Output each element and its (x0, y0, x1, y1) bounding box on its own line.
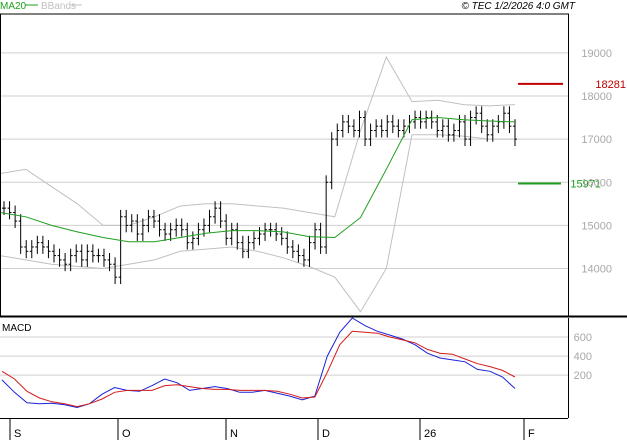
macd-panel: 600 400 200 (0, 317, 592, 409)
price-tick-label: 17000 (581, 134, 612, 146)
price-levels: 18281 15971 (518, 79, 626, 191)
x-tick-label: S (14, 428, 21, 440)
ma20-line (0, 116, 516, 243)
macd-tick-label: 600 (574, 332, 592, 344)
x-tick-label: 26 (424, 428, 436, 440)
price-bars (2, 106, 517, 285)
macd-tick-label: 400 (574, 351, 592, 363)
copyright-text: © TEC 1/2/2026 4:0 GMT (461, 1, 575, 12)
price-tick-label: 15000 (581, 220, 612, 232)
x-tick-label: O (122, 428, 131, 440)
x-tick-label: N (230, 428, 238, 440)
x-tick-label: D (322, 428, 330, 440)
x-tick-label: F (528, 428, 535, 440)
price-panel-frame (0, 13, 569, 317)
price-tick-label: 19000 (581, 48, 612, 60)
macd-tick-label: 200 (574, 370, 592, 382)
ma20-path (0, 116, 516, 243)
signal-line (1, 330, 516, 408)
axes: 19000 18000 17000 16000 15000 14000 S O N D 26 F (0, 13, 627, 440)
bollinger-bands (0, 55, 516, 313)
price-tick-label: 14000 (581, 264, 612, 276)
price-tick-label: 16000 (581, 177, 612, 189)
resistance-label: 18281 (595, 79, 626, 91)
grid-layer (0, 52, 568, 270)
macd-title: MACD (2, 323, 31, 334)
legend-bbands: BBands (41, 1, 76, 12)
price-tick-label: 18000 (581, 91, 612, 103)
support-label: 15971 (570, 179, 601, 191)
macd-line (1, 317, 516, 409)
bband-lower (0, 134, 515, 313)
bband-upper (0, 55, 516, 226)
legend-ma20: MA20 (0, 1, 27, 12)
